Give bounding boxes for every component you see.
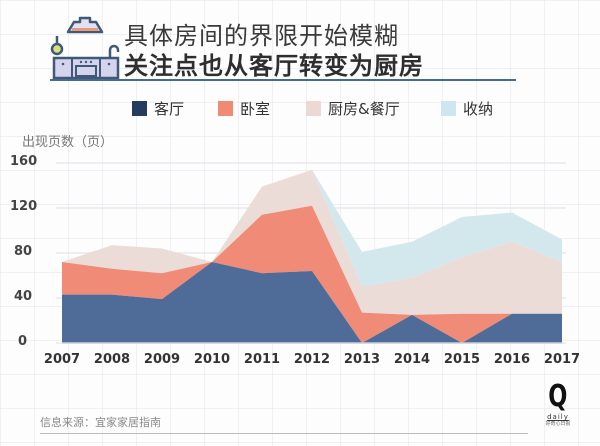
legend-item-kitchen-dining: 厨房&餐厅 bbox=[306, 98, 400, 119]
area-kitchen-dining bbox=[62, 169, 562, 315]
legend-item-living-room: 客厅 bbox=[132, 98, 184, 119]
footer-divider bbox=[40, 433, 528, 434]
y-tick-label: 120 bbox=[10, 199, 38, 214]
y-tick-label: 160 bbox=[10, 154, 38, 169]
legend-label: 卧室 bbox=[240, 100, 271, 118]
logo-name: daily bbox=[547, 413, 569, 421]
title-line-1: 具体房间的界限开始模糊 bbox=[124, 22, 399, 50]
kitchen-icon bbox=[50, 16, 120, 80]
x-tick-label: 2011 bbox=[243, 352, 281, 367]
header: 具体房间的界限开始模糊 关注点也从客厅转变为厨房 bbox=[0, 0, 600, 90]
area-storage bbox=[62, 169, 562, 287]
area-living-room bbox=[62, 262, 562, 343]
x-tick-label: 2013 bbox=[343, 352, 381, 367]
y-tick-label: 40 bbox=[14, 289, 33, 304]
x-tick-label: 2010 bbox=[193, 352, 231, 367]
y-tick-label: 0 bbox=[18, 334, 28, 349]
legend-swatch-icon bbox=[218, 101, 233, 116]
legend-label: 收纳 bbox=[463, 100, 494, 118]
x-tick-label: 2016 bbox=[493, 352, 531, 367]
logo-subtitle: 好奇心日报 bbox=[545, 421, 571, 427]
y-axis-title: 出现页数（页） bbox=[22, 135, 114, 150]
x-tick-label: 2007 bbox=[43, 352, 81, 367]
legend-label: 客厅 bbox=[154, 100, 185, 118]
legend-swatch-icon bbox=[441, 101, 456, 116]
logo-mark: Q bbox=[548, 379, 568, 414]
x-tick-label: 2015 bbox=[443, 352, 481, 367]
x-tick-label: 2014 bbox=[393, 352, 431, 367]
area-bedroom bbox=[62, 205, 562, 343]
title-line-2: 关注点也从客厅转变为厨房 bbox=[124, 52, 424, 80]
publisher-logo: Q daily 好奇心日报 bbox=[538, 381, 578, 428]
x-tick-label: 2012 bbox=[293, 352, 331, 367]
x-tick-label: 2009 bbox=[143, 352, 181, 367]
legend-item-storage: 收纳 bbox=[441, 98, 493, 119]
title-underline bbox=[50, 79, 516, 81]
source-note: 信息来源：宜家家居指南 bbox=[40, 416, 161, 429]
legend-item-bedroom: 卧室 bbox=[218, 98, 270, 119]
x-tick-label: 2008 bbox=[93, 352, 131, 367]
legend-swatch-icon bbox=[306, 101, 321, 116]
y-tick-label: 80 bbox=[14, 244, 33, 259]
x-tick-label: 2017 bbox=[543, 352, 581, 367]
legend-swatch-icon bbox=[132, 101, 147, 116]
legend-label: 厨房&餐厅 bbox=[328, 100, 400, 118]
